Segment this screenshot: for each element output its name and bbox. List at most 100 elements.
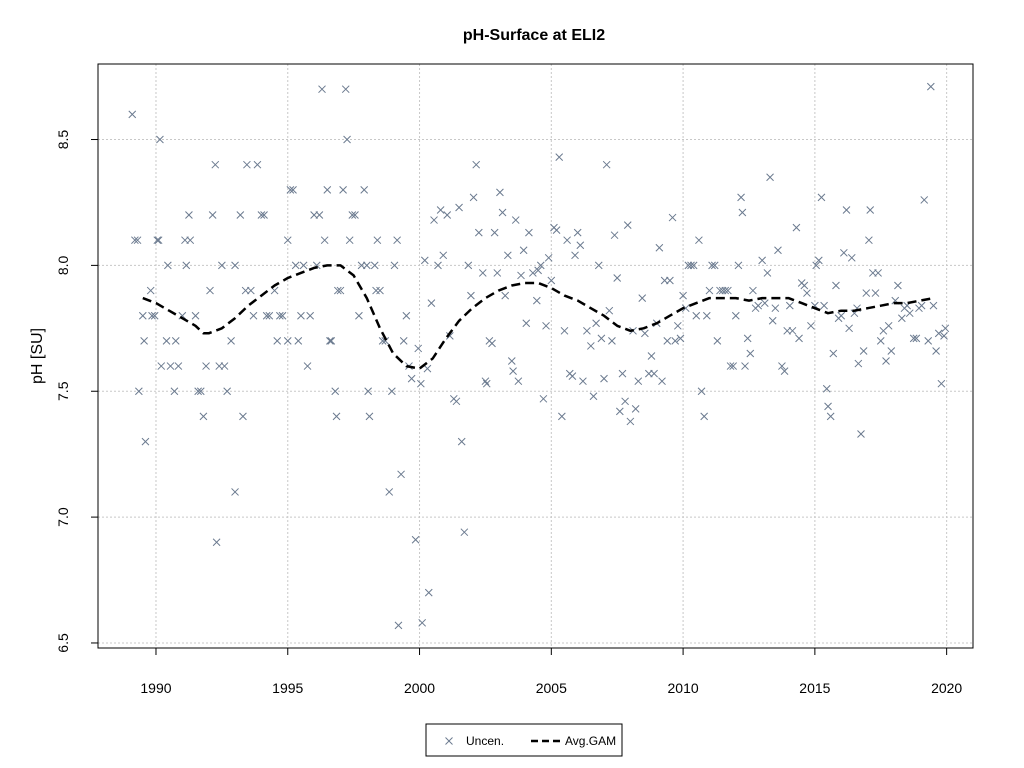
data-point (457, 437, 466, 446)
data-point (343, 135, 351, 144)
data-point (299, 261, 308, 270)
data-point (257, 211, 266, 219)
data-point (631, 405, 640, 413)
x-tick-label: 2015 (799, 680, 830, 696)
data-point (420, 256, 429, 265)
data-point (320, 236, 329, 245)
data-point (336, 286, 345, 295)
data-point (534, 266, 542, 275)
data-point (291, 261, 300, 270)
data-point (792, 223, 801, 232)
data-point (286, 186, 295, 194)
data-point (771, 304, 780, 313)
data-point (231, 488, 239, 496)
data-point (615, 407, 624, 416)
data-point (501, 291, 510, 300)
data-point (332, 412, 341, 421)
data-point (842, 206, 851, 214)
x-axis: 1990 1995 2000 2005 2010 2015 2020 (140, 647, 962, 696)
data-point (738, 208, 747, 217)
data-point (563, 236, 571, 245)
data-point (185, 211, 193, 219)
data-point (605, 306, 614, 315)
data-point (128, 110, 137, 119)
data-point (807, 321, 815, 330)
data-point (618, 369, 627, 378)
data-point (687, 261, 695, 270)
data-point (600, 374, 608, 383)
data-point (817, 193, 826, 202)
data-point (153, 236, 162, 245)
y-tick-label: 8.0 (55, 255, 71, 275)
data-point (430, 216, 438, 224)
x-tick-label: 1990 (140, 680, 171, 696)
data-point (162, 337, 171, 345)
data-point (326, 337, 334, 345)
data-point (315, 211, 324, 219)
data-point (623, 221, 632, 229)
gam-line (142, 264, 934, 370)
data-point (141, 437, 150, 446)
data-point (638, 294, 647, 302)
data-point (894, 281, 902, 290)
data-point (854, 359, 863, 368)
data-point (621, 397, 629, 406)
y-tick-label: 7.0 (55, 507, 71, 527)
data-point (424, 588, 433, 597)
data-point (455, 203, 463, 212)
data-point (909, 334, 918, 343)
y-tick-label: 6.5 (55, 633, 71, 653)
data-point (166, 362, 175, 370)
data-point (766, 173, 774, 182)
data-point (824, 402, 832, 411)
data-point (814, 256, 823, 265)
data-point (436, 206, 445, 214)
data-point (697, 387, 706, 396)
data-point (206, 286, 214, 295)
data-point (174, 362, 183, 370)
data-point (608, 337, 616, 345)
data-point (826, 412, 835, 421)
data-point (876, 337, 885, 345)
data-point (186, 236, 195, 245)
data-point (542, 321, 550, 330)
data-point (832, 281, 840, 290)
data-point (729, 362, 738, 370)
data-point (641, 329, 649, 338)
data-point (218, 261, 226, 270)
data-point (529, 269, 537, 277)
data-point (283, 337, 292, 345)
data-point (866, 206, 875, 214)
data-point (236, 211, 245, 219)
data-point (402, 311, 411, 320)
data-point (171, 337, 180, 345)
data-point (474, 228, 483, 237)
y-tick-label: 7.5 (55, 381, 71, 401)
data-point (760, 299, 769, 307)
data-point (253, 160, 262, 169)
data-point (700, 412, 709, 421)
data-point (509, 367, 517, 375)
data-point (560, 326, 569, 335)
data-point (573, 228, 582, 237)
data-point (634, 377, 643, 386)
data-point (788, 326, 797, 335)
data-point (227, 337, 235, 345)
data-point (822, 384, 831, 393)
data-point (362, 261, 371, 270)
y-tick-label: 8.5 (55, 130, 71, 150)
data-point (589, 392, 598, 401)
data-point (726, 362, 735, 370)
data-point (702, 311, 711, 320)
data-point (208, 211, 217, 219)
x-tick-label: 2020 (931, 680, 962, 696)
data-point (532, 296, 541, 305)
data-point (655, 243, 664, 252)
data-point (211, 160, 220, 169)
data-point (692, 311, 701, 320)
data-point (399, 337, 408, 345)
data-point (917, 301, 926, 310)
data-point (303, 362, 312, 370)
data-point (345, 236, 354, 245)
data-point (932, 347, 940, 355)
